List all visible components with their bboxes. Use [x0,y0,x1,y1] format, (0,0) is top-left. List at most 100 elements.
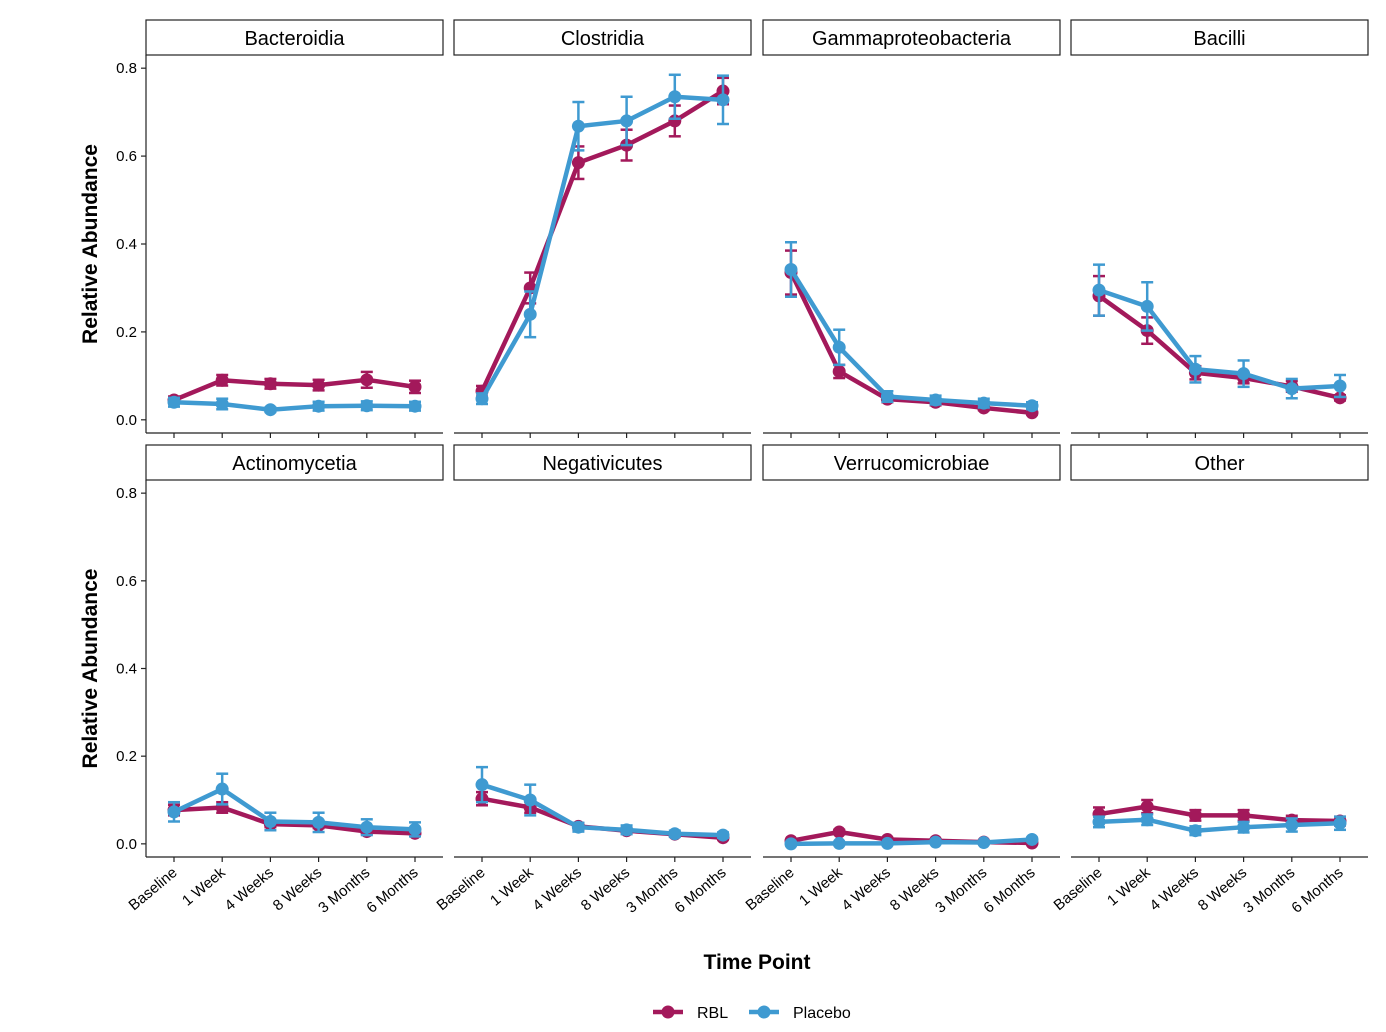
facet-strip [762,19,1061,56]
data-point [1025,399,1039,413]
data-point [929,835,943,849]
data-point [523,307,537,321]
data-point [475,392,489,406]
x-tick-label: 6 Months [671,864,729,917]
y-tick-label: 0.6 [116,573,137,590]
data-point [1025,832,1039,846]
y-tick-label: 0.2 [116,748,137,765]
data-point [571,156,585,170]
x-tick-label: Baseline [743,864,798,914]
facet-title: Verrucomicrobiae [834,453,990,475]
data-point [929,393,943,407]
data-point [1285,818,1299,832]
data-point [784,262,798,276]
x-tick-label: 3 Months [623,864,681,917]
series-line-rbl [1098,804,1341,824]
x-tick-label: 3 Months [932,864,990,917]
data-point [360,399,374,413]
series-line-rbl [173,805,416,836]
data-point [1237,820,1251,834]
series-line-placebo [1098,817,1341,833]
series-line-placebo [173,786,416,832]
x-tick-label: Baseline [1051,864,1106,914]
y-tick-label: 0.4 [116,661,137,678]
data-point [1285,382,1299,396]
legend-label: RBL [697,1005,728,1022]
data-point [1237,367,1251,381]
facet-title: Other [1194,453,1244,475]
data-point [1188,362,1202,376]
facet-strip [453,444,752,481]
series-line-placebo [480,94,724,400]
data-point [167,805,181,819]
x-tick-label: 4 Weeks [1147,864,1202,914]
facet-strip [762,444,1061,481]
data-point [1188,808,1202,822]
data-point [668,827,682,841]
data-point [408,822,422,836]
data-point [716,93,730,107]
y-tick-label: 0.6 [116,148,137,165]
data-point [215,397,229,411]
data-point [523,793,537,807]
data-point [1188,824,1202,838]
series-line-rbl [173,377,416,403]
x-tick-label: 6 Months [980,864,1038,917]
y-axis-title: Relative Abundance [79,569,102,769]
series-line-placebo [789,268,1033,408]
x-tick-label: 4 Weeks [222,864,277,914]
data-point [1140,800,1154,814]
x-tick-label: 3 Months [315,864,373,917]
data-point [167,395,181,409]
series-line-rbl [479,89,725,393]
data-point [880,390,894,404]
data-point [977,396,991,410]
facet-title: Negativicutes [542,453,662,475]
facet-strip [1070,444,1369,481]
data-point [668,90,682,104]
data-point [360,820,374,834]
data-point [832,340,846,354]
x-tick-label: Baseline [434,864,489,914]
x-tick-label: 4 Weeks [839,864,894,914]
x-tick-label: Baseline [126,864,181,914]
data-point [360,373,374,387]
series-line-placebo [790,837,1033,847]
data-point [1333,379,1347,393]
data-point [784,837,798,851]
series-line-placebo [1098,288,1341,391]
facet-title: Gammaproteobacteria [812,28,1012,50]
legend-key-point [661,1005,675,1019]
facet-title: Bacilli [1193,28,1245,50]
y-tick-label: 0.4 [116,236,137,253]
x-axis-title: Time Point [704,951,811,974]
data-point [312,815,326,829]
data-point [263,403,277,417]
y-tick-label: 0.2 [116,324,137,341]
data-point [1140,299,1154,313]
y-axis-title: Relative Abundance [79,144,102,344]
facet-strip [453,19,752,56]
y-tick-label: 0.0 [116,836,137,853]
data-point [571,119,585,133]
data-point [832,836,846,850]
data-point [215,373,229,387]
facet-title: Bacteroidia [244,28,345,50]
data-point [1333,816,1347,830]
data-point [716,828,730,842]
data-point [1092,283,1106,297]
series-line-placebo [481,782,724,838]
data-point [312,378,326,392]
facet-strip [1070,19,1369,56]
data-point [977,836,991,850]
legend-label: Placebo [793,1005,851,1022]
facet-title: Actinomycetia [232,453,357,475]
data-point [408,399,422,413]
y-tick-label: 0.8 [116,485,137,502]
y-tick-label: 0.0 [116,412,137,429]
x-tick-label: 4 Weeks [530,864,585,914]
facet-strip [145,19,444,56]
data-point [215,782,229,796]
data-point [832,825,846,839]
